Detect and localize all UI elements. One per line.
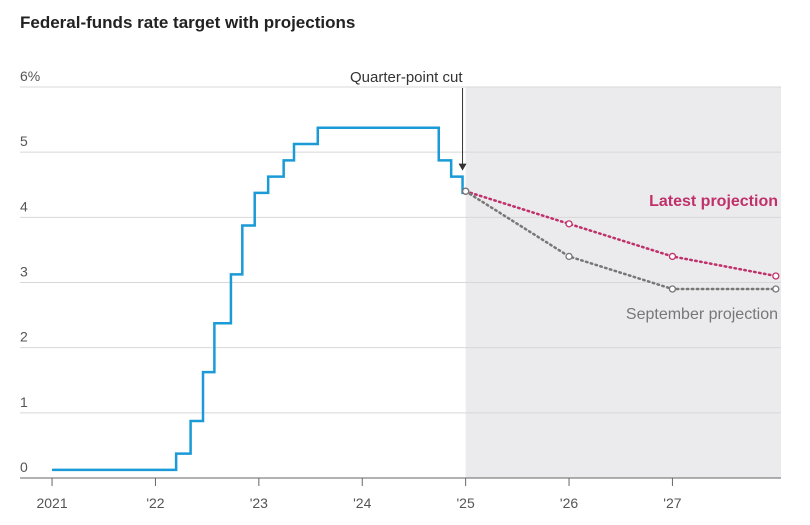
projection-marker — [772, 272, 780, 280]
series-label: Latest projection — [649, 193, 778, 210]
x-tick-label: '27 — [663, 495, 681, 511]
x-tick-label: '25 — [457, 495, 475, 511]
y-tick-label: 4 — [20, 198, 28, 214]
y-tick-label: 6% — [20, 68, 40, 84]
y-tick-label: 3 — [20, 264, 28, 280]
projection-marker — [668, 252, 677, 261]
projection-line — [464, 190, 778, 278]
rate-step-line — [52, 126, 466, 472]
series-label: September projection — [626, 306, 778, 323]
annotation: Quarter-point cut — [350, 69, 463, 86]
projection-marker — [565, 252, 573, 261]
projection-marker — [772, 285, 780, 293]
projection-line — [464, 190, 778, 291]
x-tick-label: 2021 — [36, 495, 67, 511]
annotation-arrowhead — [458, 163, 467, 171]
y-tick-label: 1 — [20, 394, 28, 410]
projection-marker — [668, 285, 677, 293]
projection-marker — [565, 220, 573, 228]
projection-marker — [461, 187, 470, 195]
y-tick-label: 2 — [20, 329, 28, 345]
x-tick-label: '22 — [146, 495, 164, 511]
x-tick-label: '23 — [250, 495, 268, 511]
x-tick-label: '26 — [560, 495, 578, 511]
chart-title: Federal-funds rate target with projectio… — [20, 13, 355, 32]
y-tick-label: 5 — [20, 133, 28, 149]
x-tick-label: '24 — [353, 495, 371, 511]
y-tick-label: 0 — [20, 459, 28, 475]
